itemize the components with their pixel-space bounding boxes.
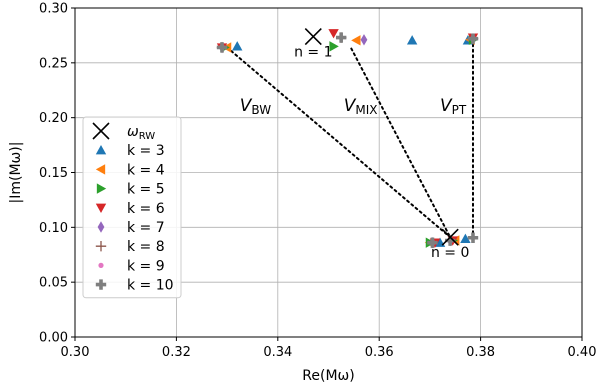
annotation-label: VBW <box>240 96 271 117</box>
point-k-10 <box>335 32 347 43</box>
point-k-3 <box>406 35 418 45</box>
point-k-5 <box>329 41 339 52</box>
mode-label: n = 0 <box>431 245 469 261</box>
x-tick-label: 0.30 <box>61 345 90 360</box>
y-tick-label: 0.25 <box>39 56 68 71</box>
legend-marker <box>95 203 107 213</box>
point-k-3 <box>460 233 471 244</box>
legend-label: k = 10 <box>127 278 174 294</box>
point-k-3 <box>232 41 243 51</box>
annotations: VBW VMIX VPT <box>240 96 467 117</box>
legend-marker <box>95 145 107 155</box>
point-k-10 <box>467 33 479 44</box>
legend-label: k = 3 <box>127 143 165 159</box>
y-axis-ticks: 0.00 0.05 0.10 0.15 0.20 0.25 0.30 <box>39 2 75 346</box>
legend-label: k = 6 <box>127 201 165 217</box>
legend-label: k = 5 <box>127 182 165 198</box>
legend-label: k = 7 <box>127 220 165 236</box>
point-k-6 <box>328 29 339 39</box>
y-tick-label: 0.20 <box>39 111 68 126</box>
legend-marker <box>95 164 106 175</box>
legend-marker <box>98 262 104 268</box>
legend-marker <box>95 279 107 290</box>
mode-label: n = 1 <box>294 45 332 61</box>
x-tick-label: 0.40 <box>568 345 597 360</box>
x-tick-label: 0.34 <box>263 345 292 360</box>
y-tick-label: 0.10 <box>39 221 68 236</box>
x-axis-label: Re(Mω) <box>302 368 354 384</box>
point-k-10 <box>216 42 228 53</box>
x-tick-label: 0.38 <box>466 345 495 360</box>
legend-label: k = 8 <box>127 239 165 255</box>
rw-markers: n = 1 n = 0 <box>294 27 469 261</box>
legend-label: k = 9 <box>127 258 165 274</box>
legend-marker <box>97 221 105 233</box>
legend-box <box>82 116 182 299</box>
legend-marker <box>96 183 107 194</box>
x-tick-label: 0.36 <box>365 345 394 360</box>
rw-marker <box>441 228 459 246</box>
connector-v-bw <box>226 46 452 239</box>
point-k-10 <box>427 237 438 248</box>
data-points <box>216 29 479 249</box>
legend-rw-marker <box>92 122 110 140</box>
point-k-7 <box>360 34 368 46</box>
rw-marker <box>304 27 322 46</box>
legend-marker <box>95 241 107 252</box>
x-tick-label: 0.32 <box>162 345 191 360</box>
x-axis-ticks: 0.30 0.32 0.34 0.36 0.38 0.40 <box>61 337 597 360</box>
legend-label: k = 4 <box>127 162 165 178</box>
y-tick-label: 0.00 <box>39 331 68 346</box>
y-tick-label: 0.05 <box>39 276 68 291</box>
y-tick-label: 0.15 <box>39 166 68 181</box>
point-k-10 <box>467 232 479 243</box>
annotation-label: VPT <box>440 96 467 117</box>
y-axis-label: |Im(Mω)| <box>8 142 24 204</box>
connector-v-mix <box>350 47 452 239</box>
annotation-label: VMIX <box>344 96 378 117</box>
point-k-4 <box>351 35 361 46</box>
y-tick-label: 0.30 <box>39 2 68 17</box>
connector-lines <box>226 37 474 239</box>
